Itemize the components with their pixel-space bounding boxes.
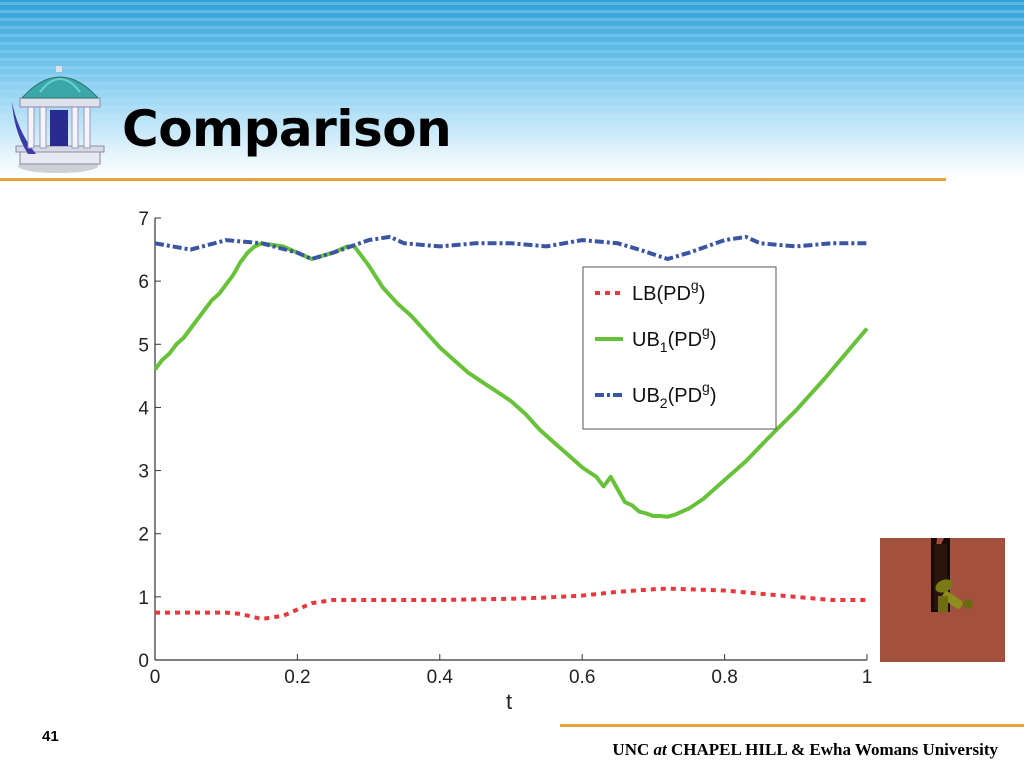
footer-part-1: UNC — [612, 740, 654, 759]
y-tick-label: 6 — [138, 272, 149, 293]
x-tick-label: 1 — [862, 667, 873, 688]
y-axis-ticks: 0 1 2 3 4 5 6 7 — [138, 209, 161, 672]
page-number: 41 — [42, 728, 59, 745]
x-axis-ticks: 0 0.2 0.4 0.6 0.8 1 — [150, 654, 873, 688]
y-tick-label: 5 — [138, 335, 149, 356]
footer-part-2: at — [653, 740, 667, 759]
y-tick-label: 4 — [138, 398, 149, 419]
footer-rule — [560, 724, 1024, 727]
y-tick-label: 2 — [138, 525, 149, 546]
x-tick-label: 0 — [150, 667, 161, 688]
chart-legend: LB(PDg) UB1(PDg) UB2(PDg) — [582, 266, 777, 430]
header-stripes — [0, 2, 1024, 117]
series-layer — [153, 234, 869, 621]
x-tick-label: 0.8 — [711, 667, 737, 688]
y-tick-label: 1 — [138, 588, 149, 609]
y-tick-label: 7 — [138, 209, 149, 230]
series-line-ub2 — [154, 234, 867, 261]
comparison-chart: 0 1 2 3 4 5 6 7 0 0.2 0.4 0.6 0.8 1 t LB(PDg) UB1(PDg… — [138, 209, 873, 714]
y-tick-label: 3 — [138, 462, 149, 483]
footer-part-3: CHAPEL HILL & Ewha Womans University — [666, 740, 998, 759]
series-line-lb(pd — [155, 586, 867, 621]
legend-label: UB1(PDg) — [632, 323, 717, 355]
legend-label: LB(PDg) — [632, 277, 705, 305]
header-band — [0, 0, 1024, 178]
legend-label: UB2(PDg) — [632, 379, 717, 411]
footer-text: UNC at CHAPEL HILL & Ewha Womans Univers… — [612, 740, 998, 760]
old-well-logo-icon — [12, 66, 105, 173]
x-tick-label: 0.6 — [569, 667, 595, 688]
x-tick-label: 0.4 — [427, 667, 454, 688]
title-rule — [0, 178, 946, 181]
robot-in-slot-thumbnail — [880, 538, 1005, 662]
series-line-ub1 — [153, 241, 869, 519]
y-tick-label: 0 — [138, 651, 149, 672]
slide-title: Comparison — [122, 100, 452, 158]
plot-frame — [154, 218, 867, 661]
x-axis-label: t — [506, 689, 512, 714]
x-tick-label: 0.2 — [284, 667, 310, 688]
